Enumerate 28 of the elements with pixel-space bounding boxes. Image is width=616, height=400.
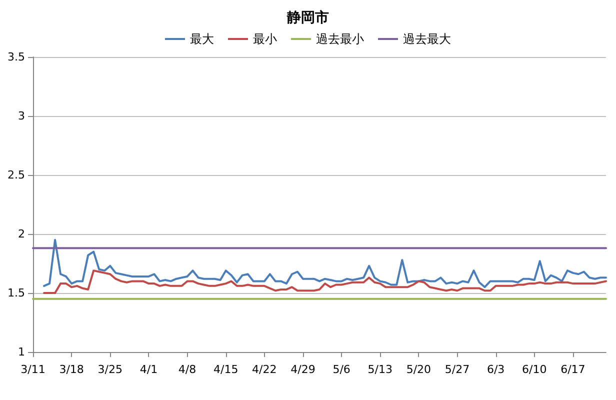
x-tick-label: 3/11 (20, 363, 46, 376)
legend-label: 過去最大 (403, 32, 451, 46)
y-tick-label: 3.5 (8, 50, 25, 64)
x-tick-label: 4/1 (140, 363, 158, 376)
x-tick-label: 5/6 (332, 363, 350, 376)
x-tick-label: 4/15 (213, 363, 238, 376)
y-tick-label: 1 (18, 346, 25, 358)
x-tick-label: 6/17 (560, 363, 586, 376)
x-tick-label: 4/29 (290, 363, 316, 376)
y-tick-label: 1.5 (8, 286, 25, 300)
line-series (43, 238, 607, 288)
legend-label: 過去最小 (316, 32, 364, 46)
line-series (43, 270, 607, 294)
x-tick-label: 4/8 (178, 363, 196, 376)
legend-label: 最小 (253, 32, 277, 46)
x-tick-label: 5/13 (368, 363, 392, 376)
x-tick-label: 5/27 (444, 363, 470, 376)
x-tick-label: 3/25 (98, 363, 122, 376)
y-tick-label: 2.5 (8, 168, 25, 182)
legend-label: 最大 (190, 32, 214, 46)
x-tick-label: 5/20 (406, 363, 432, 376)
x-tick-label: 3/18 (59, 363, 84, 376)
x-tick-label: 6/10 (522, 363, 547, 376)
y-tick-label: 3 (18, 110, 25, 122)
x-tick-label: 6/3 (486, 363, 505, 376)
y-tick-label: 2 (18, 228, 25, 240)
chart-title: 静岡市 (286, 9, 329, 26)
x-tick-label: 4/22 (252, 363, 277, 376)
